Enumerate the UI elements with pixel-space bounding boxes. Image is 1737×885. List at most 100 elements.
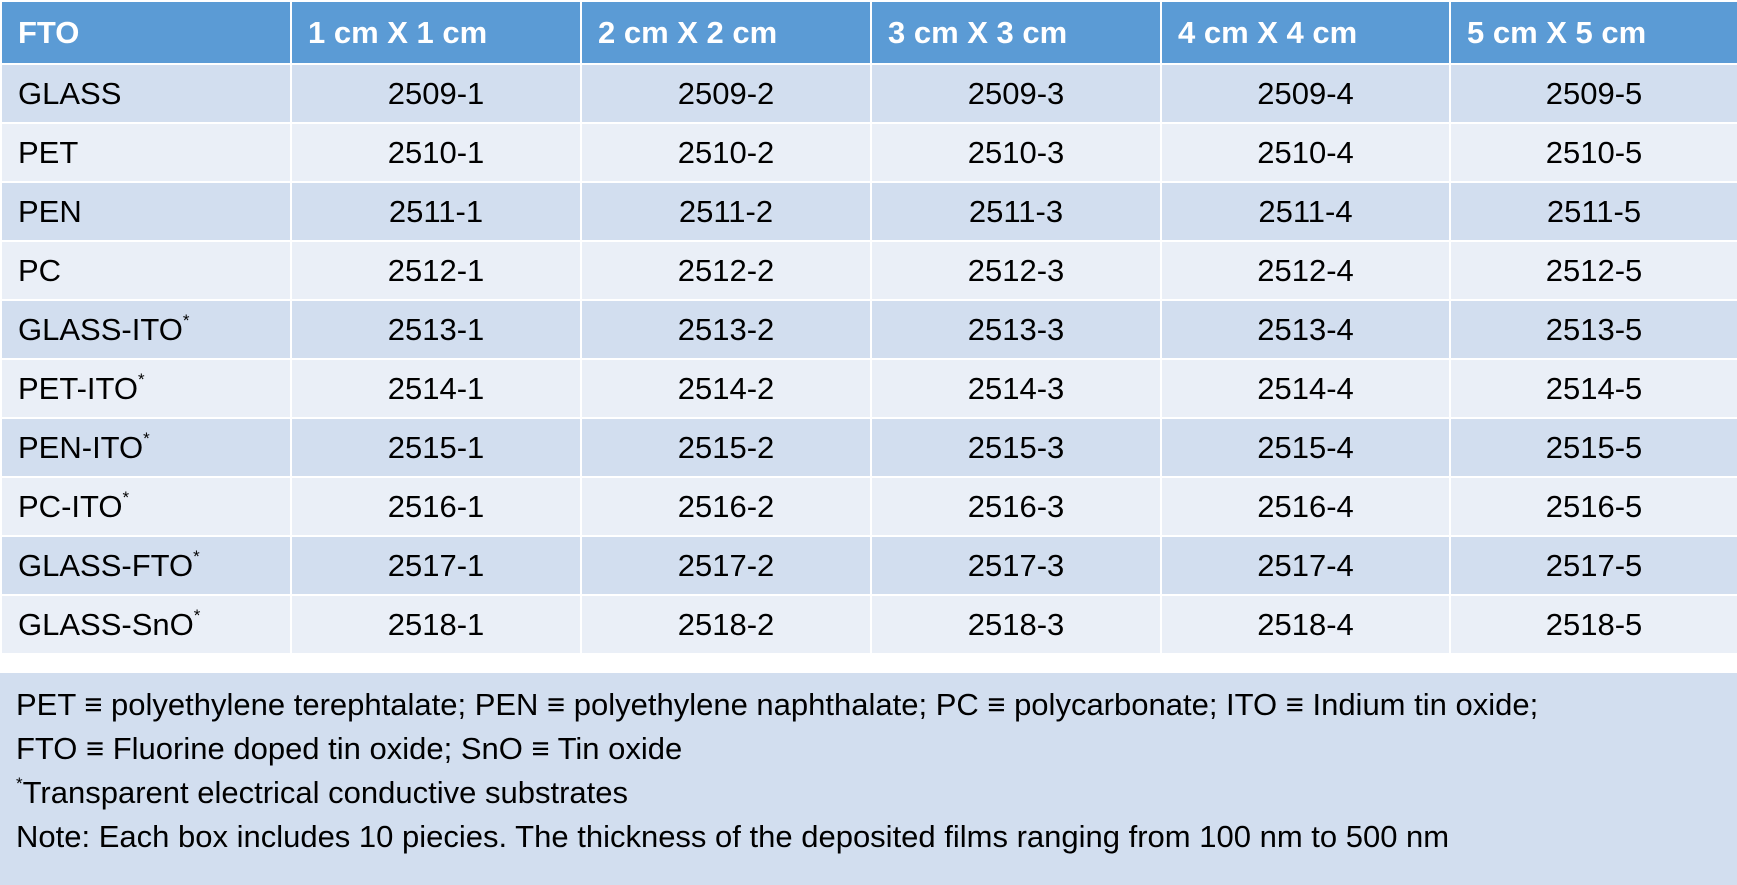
substrate-label: GLASS-FTO: [18, 547, 194, 583]
product-code-cell: 2513-4: [1160, 299, 1451, 360]
product-code-cell: 2515-4: [1160, 417, 1451, 478]
product-code-cell: 2514-2: [580, 358, 872, 419]
header-cell-1cm: 1 cm X 1 cm: [290, 0, 582, 65]
product-code-cell: 2515-2: [580, 417, 872, 478]
table-row: PEN 2511-1 2511-2 2511-3 2511-4 2511-5: [0, 181, 1737, 242]
substrate-label: PEN-ITO: [18, 429, 144, 465]
product-code-cell: 2510-1: [290, 122, 582, 183]
conductive-marker: *: [122, 487, 130, 507]
table-row: GLASS 2509-1 2509-2 2509-3 2509-4 2509-5: [0, 63, 1737, 124]
header-cell-5cm: 5 cm X 5 cm: [1449, 0, 1737, 65]
product-code-cell: 2513-2: [580, 299, 872, 360]
table-row: PC-ITO* 2516-1 2516-2 2516-3 2516-4 2516-5: [0, 476, 1737, 537]
substrate-cell: PC-ITO*: [0, 476, 292, 537]
product-code-cell: 2512-1: [290, 240, 582, 301]
conductive-marker: *: [138, 369, 145, 389]
conductive-marker: *: [182, 310, 190, 330]
product-code-cell: 2510-3: [870, 122, 1162, 183]
table-row: PEN-ITO* 2515-1 2515-2 2515-3 2515-4 2515-5: [0, 417, 1737, 478]
table-row: PC 2512-1 2512-2 2512-3 2512-4 2512-5: [0, 240, 1737, 301]
header-cell-4cm: 4 cm X 4 cm: [1160, 0, 1451, 65]
table-row: PET 2510-1 2510-2 2510-3 2510-4 2510-5: [0, 122, 1737, 183]
product-code-cell: 2513-3: [870, 299, 1162, 360]
table-row: GLASS-FTO* 2517-1 2517-2 2517-3 2517-4 2517-5: [0, 535, 1737, 596]
abbreviations-line-2: FTO ≡ Fluorine doped tin oxide; SnO ≡ Ti…: [16, 731, 683, 766]
header-row: FTO 1 cm X 1 cm 2 cm X 2 cm 3 cm X 3 cm …: [0, 0, 1737, 65]
product-code-cell: 2517-1: [290, 535, 582, 596]
substrate-label: PET: [18, 134, 79, 170]
product-code-cell: 2509-3: [870, 63, 1162, 124]
product-code-cell: 2514-1: [290, 358, 582, 419]
product-code-cell: 2515-3: [870, 417, 1162, 478]
product-code-cell: 2516-2: [580, 476, 872, 537]
product-code-cell: 2509-2: [580, 63, 872, 124]
product-code-cell: 2514-4: [1160, 358, 1451, 419]
footnote-line: *Transparent electrical conductive subst…: [16, 771, 1721, 815]
substrate-cell: GLASS-ITO*: [0, 299, 292, 360]
product-code-cell: 2509-5: [1449, 63, 1737, 124]
substrate-cell: PC: [0, 240, 292, 301]
product-code-cell: 2513-5: [1449, 299, 1737, 360]
product-code-cell: 2514-5: [1449, 358, 1737, 419]
product-code-cell: 2517-5: [1449, 535, 1737, 596]
product-code-cell: 2516-1: [290, 476, 582, 537]
product-code-cell: 2517-3: [870, 535, 1162, 596]
product-code-cell: 2512-3: [870, 240, 1162, 301]
abbreviations-line-1: PET ≡ polyethylene terephtalate; PEN ≡ p…: [16, 687, 1539, 722]
substrate-label: PET-ITO: [18, 370, 139, 406]
header-cell-fto: FTO: [0, 0, 292, 65]
product-code-cell: 2515-5: [1449, 417, 1737, 478]
substrate-label: PEN: [18, 193, 82, 229]
substrate-label: GLASS: [18, 75, 122, 111]
header-cell-2cm: 2 cm X 2 cm: [580, 0, 872, 65]
substrate-label: PC-ITO: [18, 488, 123, 524]
substrate-cell: GLASS-FTO*: [0, 535, 292, 596]
footnote-star: *: [16, 774, 23, 793]
table-body: GLASS 2509-1 2509-2 2509-3 2509-4 2509-5 PET 25…: [0, 63, 1737, 655]
substrate-label: GLASS-SnO: [18, 606, 194, 642]
product-code-cell: 2518-4: [1160, 594, 1451, 655]
product-code-cell: 2518-5: [1449, 594, 1737, 655]
product-code-cell: 2513-1: [290, 299, 582, 360]
product-code-cell: 2517-4: [1160, 535, 1451, 596]
substrate-label: GLASS-ITO: [18, 311, 183, 347]
product-code-cell: 2511-1: [290, 181, 582, 242]
substrate-label: PC: [18, 252, 62, 288]
product-code-cell: 2511-4: [1160, 181, 1451, 242]
product-code-cell: 2512-5: [1449, 240, 1737, 301]
product-code-cell: 2517-2: [580, 535, 872, 596]
product-code-cell: 2512-4: [1160, 240, 1451, 301]
product-code-cell: 2511-5: [1449, 181, 1737, 242]
substrate-cell: PET: [0, 122, 292, 183]
substrate-cell: PET-ITO*: [0, 358, 292, 419]
notes-panel: PET ≡ polyethylene terephtalate; PEN ≡ p…: [0, 673, 1737, 885]
conductive-marker: *: [193, 546, 200, 566]
footnote-text: Transparent electrical conductive substr…: [22, 775, 628, 810]
product-table: FTO 1 cm X 1 cm 2 cm X 2 cm 3 cm X 3 cm …: [0, 0, 1737, 655]
substrate-cell: GLASS: [0, 63, 292, 124]
table-row: GLASS-SnO* 2518-1 2518-2 2518-3 2518-4 2518-5: [0, 594, 1737, 655]
product-code-cell: 2510-4: [1160, 122, 1451, 183]
product-code-cell: 2514-3: [870, 358, 1162, 419]
table-header: FTO 1 cm X 1 cm 2 cm X 2 cm 3 cm X 3 cm …: [0, 0, 1737, 65]
product-code-cell: 2511-2: [580, 181, 872, 242]
product-code-cell: 2518-1: [290, 594, 582, 655]
substrate-cell: PEN: [0, 181, 292, 242]
box-note: Note: Each box includes 10 piecies. The …: [16, 819, 1450, 854]
substrate-cell: GLASS-SnO*: [0, 594, 292, 655]
product-code-cell: 2511-3: [870, 181, 1162, 242]
product-code-cell: 2515-1: [290, 417, 582, 478]
product-code-cell: 2512-2: [580, 240, 872, 301]
product-code-cell: 2518-3: [870, 594, 1162, 655]
header-cell-3cm: 3 cm X 3 cm: [870, 0, 1162, 65]
table-row: PET-ITO* 2514-1 2514-2 2514-3 2514-4 2514-5: [0, 358, 1737, 419]
product-code-cell: 2509-4: [1160, 63, 1451, 124]
product-code-cell: 2516-5: [1449, 476, 1737, 537]
conductive-marker: *: [193, 605, 201, 625]
substrate-cell: PEN-ITO*: [0, 417, 292, 478]
conductive-marker: *: [143, 428, 150, 448]
product-code-cell: 2510-2: [580, 122, 872, 183]
product-code-cell: 2510-5: [1449, 122, 1737, 183]
product-code-cell: 2516-3: [870, 476, 1162, 537]
